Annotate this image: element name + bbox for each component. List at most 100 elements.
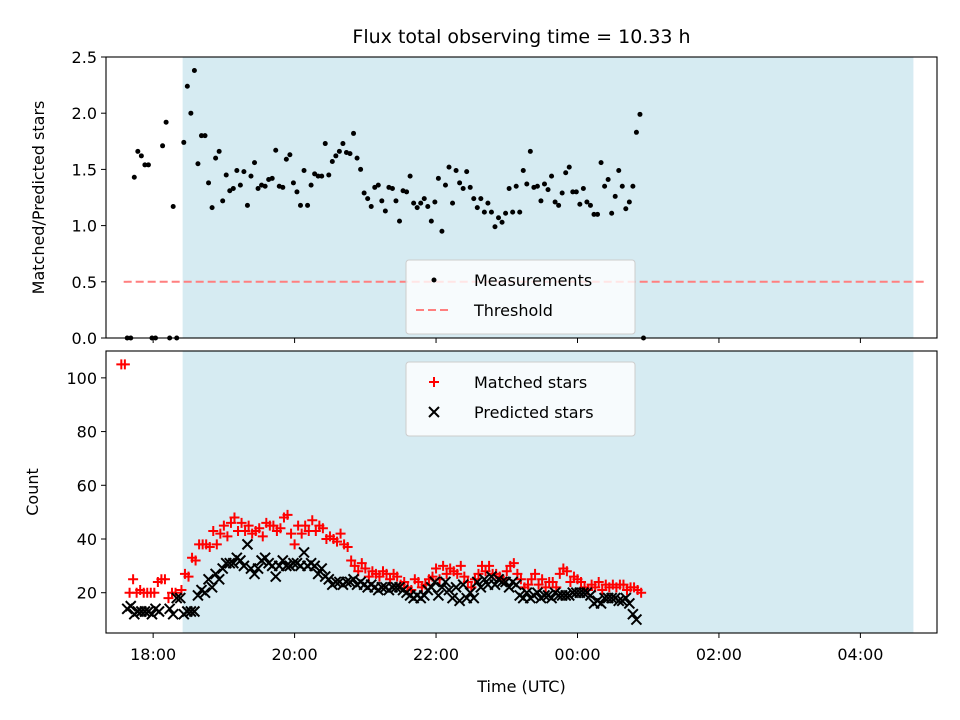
- data-point: [630, 613, 643, 626]
- data-point: [220, 198, 226, 204]
- data-point: [149, 587, 160, 598]
- legend-label: Measurements: [474, 271, 592, 290]
- data-point: [496, 215, 502, 221]
- series-measurements: [124, 67, 646, 341]
- flux-ratio-panel: 0.0 0.5 1.0 1.5 2.0 2.5 Matched/Predicted star…: [29, 26, 938, 348]
- data-point: [404, 189, 410, 195]
- data-point: [431, 563, 442, 574]
- data-point: [241, 538, 254, 551]
- data-point: [296, 528, 307, 539]
- data-point: [595, 597, 607, 610]
- data-point: [184, 83, 190, 89]
- data-point: [243, 520, 254, 531]
- data-point: [446, 592, 459, 604]
- data-point: [290, 180, 296, 186]
- data-point: [559, 190, 565, 196]
- data-point: [153, 605, 165, 618]
- data-point: [216, 562, 229, 575]
- data-point: [330, 576, 342, 588]
- data-point: [336, 148, 342, 154]
- data-point: [506, 186, 512, 192]
- data-point: [375, 182, 381, 188]
- data-point: [368, 203, 374, 209]
- x-tick-label: 18:00: [130, 645, 176, 664]
- data-point: [573, 189, 579, 195]
- data-point: [471, 196, 477, 202]
- data-point: [488, 209, 494, 215]
- data-point: [554, 568, 565, 579]
- y-tick-label: 40: [77, 530, 97, 549]
- data-point: [361, 190, 367, 196]
- legend-box: [405, 259, 636, 335]
- data-point: [626, 199, 632, 205]
- data-point: [244, 202, 250, 208]
- legend-box: [405, 361, 636, 437]
- data-point: [464, 169, 470, 175]
- data-point: [633, 129, 639, 135]
- data-point: [192, 589, 204, 602]
- data-point: [252, 160, 258, 166]
- data-point: [432, 199, 438, 205]
- x-axis-label: Time (UTC): [476, 677, 565, 696]
- data-point: [171, 592, 183, 604]
- data-point: [478, 196, 484, 202]
- data-point: [478, 573, 491, 585]
- data-point: [501, 566, 512, 577]
- data-point: [301, 168, 307, 174]
- data-point: [315, 173, 321, 179]
- data-point: [252, 562, 264, 575]
- data-point: [319, 173, 325, 179]
- data-point: [283, 156, 289, 162]
- data-point: [549, 173, 555, 179]
- data-point: [605, 592, 618, 604]
- data-point: [268, 520, 279, 531]
- data-point: [185, 605, 197, 618]
- data-point: [593, 576, 604, 587]
- data-point: [570, 189, 576, 195]
- data-point: [389, 186, 395, 192]
- data-point: [289, 539, 300, 550]
- data-point: [576, 576, 587, 587]
- data-point: [333, 153, 339, 159]
- data-point: [457, 180, 463, 186]
- data-point: [563, 170, 569, 176]
- data-point: [199, 587, 211, 599]
- data-point: [297, 202, 303, 208]
- data-point: [255, 186, 261, 192]
- data-point: [128, 574, 139, 585]
- data-point: [533, 579, 544, 590]
- data-point: [218, 520, 229, 531]
- data-point: [605, 177, 611, 183]
- data-point: [521, 587, 533, 599]
- data-point: [627, 608, 639, 620]
- data-point: [496, 576, 508, 588]
- y-tick-label: 2.0: [72, 104, 97, 123]
- data-point: [471, 576, 484, 588]
- data-point: [347, 573, 360, 585]
- data-point: [257, 531, 268, 542]
- series-matched-stars: [116, 359, 647, 604]
- data-point: [450, 200, 456, 206]
- data-point: [418, 200, 424, 206]
- data-point: [520, 168, 526, 174]
- data-point: [584, 589, 597, 602]
- data-point: [623, 206, 629, 212]
- y-tick-label: 80: [77, 423, 97, 442]
- legend-label: Matched stars: [474, 373, 587, 392]
- data-point: [222, 531, 233, 542]
- data-point: [545, 592, 558, 604]
- data-point: [188, 605, 201, 618]
- data-point: [248, 173, 254, 179]
- legend-label: Threshold: [473, 301, 553, 320]
- data-point: [527, 148, 533, 154]
- data-point: [584, 199, 590, 205]
- data-point: [619, 183, 625, 189]
- legend: Matched stars Predicted stars: [405, 361, 636, 437]
- data-point: [390, 581, 402, 594]
- data-point: [480, 566, 491, 577]
- data-point: [489, 578, 501, 591]
- x-tick-label: 00:00: [554, 645, 600, 664]
- data-point: [277, 554, 289, 567]
- data-point: [468, 592, 480, 604]
- data-point: [623, 597, 636, 610]
